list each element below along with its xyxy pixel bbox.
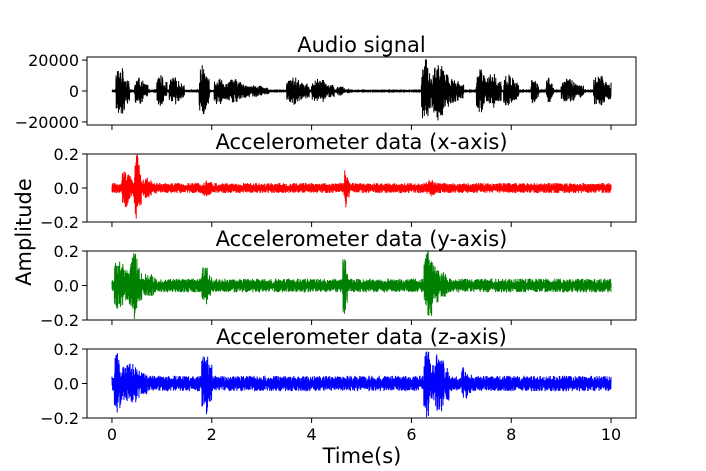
signal-line bbox=[111, 251, 612, 319]
signal-line bbox=[111, 59, 612, 121]
panel-3: Accelerometer data (y-axis) −0.2 0.0 0.2 bbox=[40, 227, 637, 330]
signal-line bbox=[111, 351, 612, 418]
y-tick-label: −0.2 bbox=[40, 311, 79, 330]
panels: Audio signal −20000 0 20000 Accelerometer da… bbox=[15, 33, 637, 444]
panel-1: Audio signal −20000 0 20000 bbox=[15, 33, 637, 132]
y-tick-label: −20000 bbox=[15, 113, 79, 132]
x-tick-label: 0 bbox=[107, 425, 117, 444]
panel-title: Accelerometer data (x-axis) bbox=[215, 130, 507, 154]
panel-title: Audio signal bbox=[297, 33, 425, 57]
panel-title: Accelerometer data (z-axis) bbox=[216, 325, 507, 349]
x-tick-label: 4 bbox=[306, 425, 316, 444]
y-tick-label: 0.0 bbox=[54, 179, 79, 198]
y-tick-label: 0.0 bbox=[54, 375, 79, 394]
y-tick-label: 0.0 bbox=[54, 277, 79, 296]
signal-line bbox=[111, 154, 612, 219]
y-tick-label: 0.2 bbox=[54, 145, 79, 164]
x-tick-label: 10 bbox=[601, 425, 621, 444]
y-tick-label: 0.2 bbox=[54, 340, 79, 359]
y-tick-label: 0.2 bbox=[54, 242, 79, 261]
panel-title: Accelerometer data (y-axis) bbox=[216, 227, 508, 251]
panel-2: Accelerometer data (x-axis) −0.2 0.0 0.2 bbox=[40, 130, 637, 232]
x-axis-label: Time(s) bbox=[322, 444, 402, 468]
x-tick-label: 2 bbox=[207, 425, 217, 444]
x-tick-label: 6 bbox=[406, 425, 416, 444]
y-tick-label: −0.2 bbox=[40, 213, 79, 232]
y-tick-label: 0 bbox=[69, 82, 79, 101]
x-tick-label: 8 bbox=[506, 425, 516, 444]
y-tick-label: −0.2 bbox=[40, 409, 79, 428]
y-tick-label: 20000 bbox=[28, 51, 79, 70]
panel-4: Accelerometer data (z-axis) −0.2 0.0 0.2 0 2 4… bbox=[40, 325, 637, 444]
y-axis-label: Amplitude bbox=[12, 178, 36, 286]
